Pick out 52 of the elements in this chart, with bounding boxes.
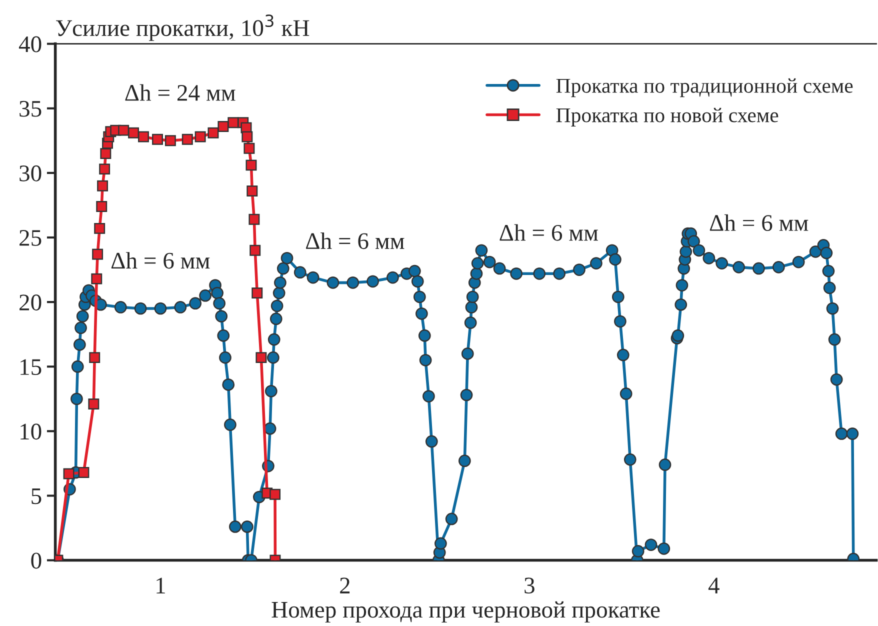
point (248, 214, 260, 225)
annotation: Δh = 6 мм (500, 224, 598, 241)
point (138, 131, 149, 142)
point (94, 222, 106, 234)
y-tick-label: 25 (20, 230, 42, 246)
x-tick-label: 4 (708, 578, 720, 594)
point (244, 142, 255, 154)
point (252, 288, 263, 298)
y-tick-label: 35 (20, 100, 42, 117)
y-tick-label: 20 (20, 294, 42, 310)
legend-label: Прокатка по традиционной схеме (556, 78, 853, 98)
point (91, 273, 102, 284)
point (118, 124, 130, 136)
annotation: Δh = 6 мм (111, 252, 210, 269)
point (250, 244, 261, 256)
x-tick-label: 3 (524, 578, 534, 594)
y-tick-label: 15 (20, 359, 42, 376)
annotation: Δh = 6 мм (306, 232, 404, 250)
y-tick-label: 5 (32, 488, 42, 504)
point (97, 180, 108, 192)
point (182, 134, 193, 145)
point (92, 248, 104, 260)
point (228, 117, 239, 128)
point (88, 398, 100, 410)
point (194, 131, 206, 142)
y-tick-label: 40 (18, 36, 42, 52)
x-tick-label: 1 (156, 578, 165, 594)
point (100, 148, 112, 160)
y-tick-label: 0 (31, 552, 42, 569)
point (246, 160, 257, 171)
point (270, 488, 281, 500)
point (246, 186, 258, 196)
annotation: Δh = 24 мм (125, 84, 236, 101)
point (218, 120, 229, 132)
point (89, 352, 100, 364)
x-axis-title: Номер прохода при черновой прокатке (272, 601, 660, 623)
y-axis-title: Усилие прокатки, 10$^{3}$ кН (56, 14, 310, 41)
point (152, 134, 163, 145)
y-tick-label: 30 (20, 165, 42, 182)
y-tick-label: 10 (20, 424, 42, 440)
point (164, 135, 176, 146)
point (78, 466, 90, 478)
x-tick-label: 2 (340, 578, 350, 594)
point (242, 131, 253, 142)
point (256, 352, 267, 364)
point (96, 201, 108, 212)
point (128, 127, 140, 138)
point (208, 127, 219, 138)
annotation: Δh = 6 мм (710, 214, 808, 232)
point (63, 468, 74, 480)
point (99, 164, 110, 175)
legend-label: Прокатка по новой схеме (556, 108, 778, 127)
